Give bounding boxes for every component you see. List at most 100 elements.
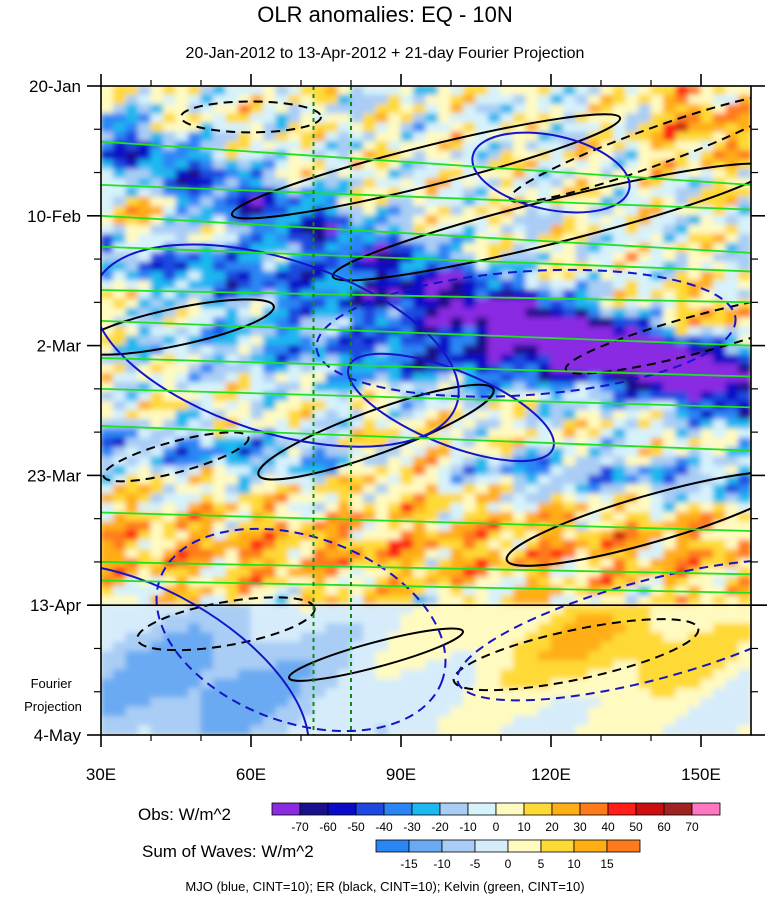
colorbar-swatch — [271, 802, 301, 816]
field-cell — [463, 345, 477, 356]
field-cell — [388, 651, 402, 662]
field-cell — [138, 345, 152, 356]
field-cell — [725, 576, 739, 588]
field-cell — [188, 688, 202, 699]
field-cell — [500, 280, 514, 291]
field-cell — [450, 298, 464, 310]
field-cell — [175, 335, 189, 347]
field-cell — [200, 632, 214, 643]
field-cell — [638, 104, 652, 115]
field-cell — [163, 465, 177, 476]
field-cell — [325, 196, 339, 208]
field-cell — [413, 558, 427, 569]
field-cell — [713, 567, 727, 578]
field-cell — [400, 595, 414, 606]
field-cell — [500, 150, 514, 161]
field-cell — [313, 465, 327, 476]
field-cell — [425, 243, 439, 254]
field-cell — [463, 400, 477, 411]
field-cell — [663, 669, 677, 680]
field-cell — [175, 493, 189, 504]
field-cell — [725, 150, 739, 161]
field-cell — [375, 484, 389, 495]
field-cell — [313, 660, 327, 671]
field-cell — [200, 298, 214, 310]
field-cell — [400, 474, 414, 486]
colorbar-label: -15 — [400, 857, 418, 871]
field-cell — [150, 623, 164, 634]
field-cell — [338, 150, 352, 161]
field-cell — [400, 502, 414, 513]
field-cell — [175, 372, 189, 384]
field-cell — [425, 372, 439, 384]
field-cell — [600, 317, 614, 328]
colorbar-label: 10 — [567, 857, 581, 871]
field-cell — [413, 141, 427, 152]
field-cell — [713, 521, 727, 532]
field-cell — [550, 549, 564, 560]
field-cell — [563, 604, 577, 615]
field-cell — [663, 725, 677, 735]
field-cell — [688, 196, 702, 208]
field-cell — [425, 298, 439, 310]
field-cell — [500, 335, 514, 347]
field-cell — [325, 474, 339, 486]
field-cell — [525, 104, 539, 115]
field-cell — [250, 669, 264, 680]
field-cell — [138, 372, 152, 384]
field-cell — [101, 641, 114, 653]
field-cell — [288, 196, 302, 208]
field-cell — [263, 382, 277, 393]
field-cell — [388, 502, 402, 513]
field-cell — [663, 335, 677, 347]
field-cell — [101, 530, 114, 541]
field-cell — [225, 419, 239, 430]
field-cell — [450, 233, 464, 245]
field-cell — [350, 400, 364, 411]
field-cell — [225, 465, 239, 476]
field-cell — [313, 493, 327, 504]
field-cell — [425, 400, 439, 411]
field-cell — [400, 688, 414, 699]
field-cell — [700, 354, 714, 365]
field-cell — [238, 280, 252, 291]
field-cell — [375, 613, 389, 625]
field-cell — [288, 502, 302, 513]
field-cell — [413, 678, 427, 690]
field-cell — [363, 317, 377, 328]
field-cell — [638, 122, 652, 133]
field-cell — [738, 697, 751, 708]
field-cell — [300, 363, 314, 374]
colorbar-swatch — [573, 839, 608, 853]
field-cell — [725, 456, 739, 467]
field-cell — [588, 391, 602, 402]
field-cell — [300, 215, 314, 226]
field-cell — [675, 326, 689, 337]
field-cell — [400, 86, 414, 96]
field-cell — [600, 141, 614, 152]
field-cell — [713, 715, 727, 727]
field-cell — [475, 428, 489, 439]
field-cell — [513, 400, 527, 411]
field-cell — [650, 224, 664, 235]
colorbar-label: -40 — [375, 820, 393, 834]
field-cell — [263, 613, 277, 625]
field-cell — [163, 196, 177, 208]
field-cell — [538, 641, 552, 653]
field-cell — [575, 252, 589, 263]
field-cell — [138, 502, 152, 513]
field-cell — [538, 697, 552, 708]
field-cell — [350, 567, 364, 578]
field-cell — [613, 530, 627, 541]
field-cell — [138, 289, 152, 300]
field-cell — [563, 558, 577, 569]
colorbar-label: 15 — [600, 857, 614, 871]
field-cell — [313, 706, 327, 717]
field-cell — [350, 715, 364, 727]
field-cell — [363, 502, 377, 513]
field-cell — [163, 641, 177, 653]
field-cell — [525, 586, 539, 597]
field-cell — [413, 465, 427, 476]
field-cell — [388, 410, 402, 421]
field-cell — [338, 632, 352, 643]
